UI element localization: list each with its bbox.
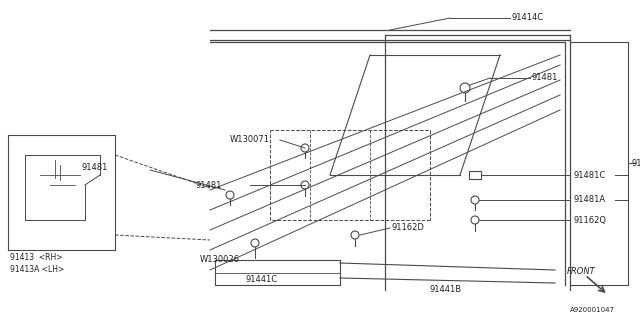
Text: 91481: 91481 xyxy=(532,74,558,83)
Text: 91162Q: 91162Q xyxy=(573,215,606,225)
Text: 91481A: 91481A xyxy=(573,196,605,204)
Text: W130026: W130026 xyxy=(200,255,240,265)
Text: W130071: W130071 xyxy=(230,135,270,145)
Text: FRONT: FRONT xyxy=(567,268,596,276)
Text: 91441B: 91441B xyxy=(430,285,462,294)
Text: 91411: 91411 xyxy=(632,158,640,167)
Text: 91413  <RH>: 91413 <RH> xyxy=(10,253,63,262)
Text: 91162D: 91162D xyxy=(392,223,425,233)
Text: A920001047: A920001047 xyxy=(570,307,615,313)
Bar xyxy=(469,171,481,179)
Text: 91481C: 91481C xyxy=(573,171,605,180)
Text: 91481: 91481 xyxy=(195,180,221,189)
Text: 91413A <LH>: 91413A <LH> xyxy=(10,266,64,275)
Text: 91414C: 91414C xyxy=(512,13,544,22)
Text: 91441C: 91441C xyxy=(245,275,277,284)
Text: 91481: 91481 xyxy=(82,164,108,172)
